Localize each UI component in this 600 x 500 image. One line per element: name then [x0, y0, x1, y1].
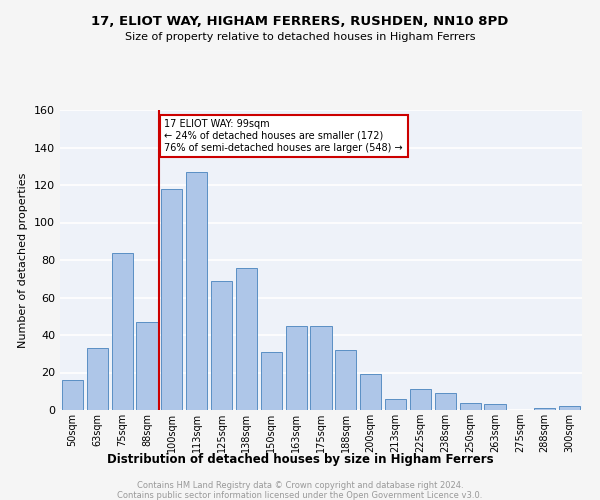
Bar	[286, 326, 307, 410]
Bar	[62, 380, 83, 410]
Bar	[261, 352, 282, 410]
Bar	[559, 406, 580, 410]
Text: Contains public sector information licensed under the Open Government Licence v3: Contains public sector information licen…	[118, 491, 482, 500]
Bar	[236, 268, 257, 410]
Bar	[360, 374, 381, 410]
Bar	[161, 188, 182, 410]
Bar	[186, 172, 207, 410]
Bar	[310, 326, 332, 410]
Bar	[410, 390, 431, 410]
Bar	[87, 348, 108, 410]
Bar	[385, 399, 406, 410]
Text: 17 ELIOT WAY: 99sqm
← 24% of detached houses are smaller (172)
76% of semi-detac: 17 ELIOT WAY: 99sqm ← 24% of detached ho…	[164, 120, 403, 152]
Bar	[112, 252, 133, 410]
Bar	[435, 393, 456, 410]
Y-axis label: Number of detached properties: Number of detached properties	[19, 172, 28, 348]
Bar	[484, 404, 506, 410]
Bar	[335, 350, 356, 410]
Text: Contains HM Land Registry data © Crown copyright and database right 2024.: Contains HM Land Registry data © Crown c…	[137, 481, 463, 490]
Bar	[211, 280, 232, 410]
Text: 17, ELIOT WAY, HIGHAM FERRERS, RUSHDEN, NN10 8PD: 17, ELIOT WAY, HIGHAM FERRERS, RUSHDEN, …	[91, 15, 509, 28]
Bar	[136, 322, 158, 410]
Text: Distribution of detached houses by size in Higham Ferrers: Distribution of detached houses by size …	[107, 452, 493, 466]
Bar	[534, 408, 555, 410]
Bar	[460, 402, 481, 410]
Text: Size of property relative to detached houses in Higham Ferrers: Size of property relative to detached ho…	[125, 32, 475, 42]
